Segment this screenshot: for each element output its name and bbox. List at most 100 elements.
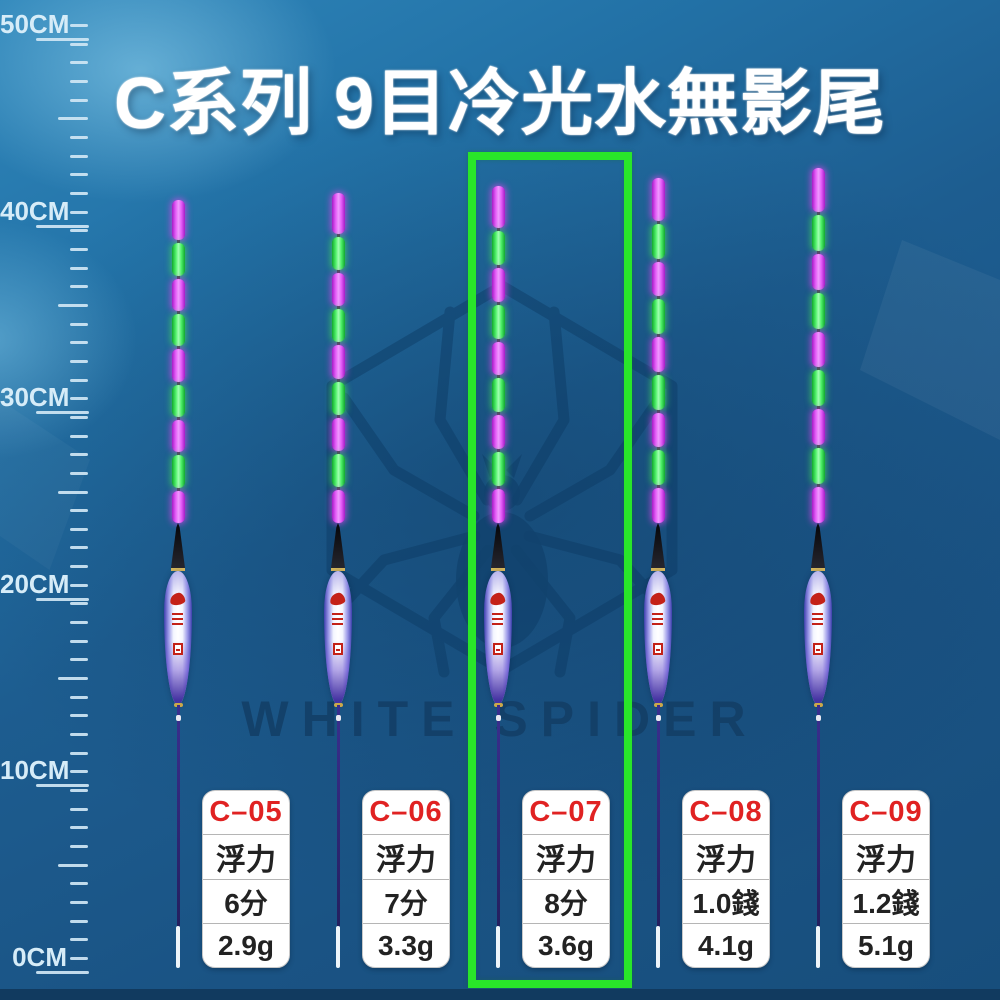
model-badge: C–06 [369,796,443,828]
ruler-tick [70,658,88,662]
buoyancy-value: 8分 [523,879,609,923]
stem-white-tip [496,926,500,968]
ruler-tick [70,135,88,139]
tail-segment-green [491,304,505,339]
tail-segment-green [491,452,505,487]
spec-card-C–07: C–07 浮力 8分 3.6g [522,790,610,968]
body-logo-seal [493,643,503,655]
tail-segment-green [171,314,185,347]
collar-gold-band [811,568,825,571]
tail-segment-magenta [171,278,185,311]
highlight-box [468,152,632,988]
tail-segment-green [331,309,345,343]
tail-segment-green [651,299,665,335]
stem-white-band [495,715,501,721]
buoyancy-label: 浮力 [363,834,449,879]
ruler-tick [70,42,88,46]
model-badge: C–09 [849,796,923,828]
ruler-tick [70,24,88,27]
ruler-tick [70,565,88,569]
tail-segment-green [491,230,505,265]
ruler-label: 50CM [0,9,70,39]
tail-segment-green [331,453,345,487]
body-logo-seal [813,643,823,655]
tail-segment-magenta [491,186,505,228]
tail-segment-green [651,374,665,410]
tail-segment-green [331,381,345,415]
tail-segment-magenta [811,253,825,290]
ruler-label: 10CM [0,755,70,786]
tail-segment-magenta [811,487,825,523]
float-body [164,571,192,705]
float-stem [336,705,340,926]
body-logo-seal [173,643,183,655]
buoyancy-value: 7分 [363,879,449,923]
tail-segment-magenta [331,273,345,307]
ruler-tick [70,695,88,699]
stem-white-band [815,715,821,721]
body-logo-script [172,613,183,628]
model-badge: C–07 [529,796,603,828]
buoyancy-label: 浮力 [843,834,929,879]
tail-segment-green [651,450,665,486]
ruler-tick [70,434,88,438]
weight-value: 5.1g [843,923,929,967]
collar-gold-band [651,568,665,571]
tail-segment-magenta [171,349,185,382]
stem-white-band [655,715,661,721]
weight-value: 2.9g [203,923,289,967]
tail-segment-green [811,370,825,407]
ruler-tick [58,303,88,307]
tail-segment-magenta [491,415,505,450]
float-body [644,571,672,705]
ruler-tick [70,770,88,774]
collar-gold-band [171,568,185,571]
tail-segment-magenta [171,420,185,453]
ruler-tick [70,733,88,737]
spec-card-C–05: C–05 浮力 6分 2.9g [202,790,290,968]
body-logo-script [492,613,503,628]
buoyancy-value: 1.0錢 [683,879,769,923]
tail-segment-green [171,384,185,417]
tail-segment-magenta [331,417,345,451]
tail-segment-magenta [491,267,505,302]
ruler-tick [58,677,88,681]
ruler-tick [70,229,88,233]
buoyancy-label: 浮力 [523,834,609,879]
ruler-tick [70,471,88,475]
ruler-major-line [36,597,89,601]
ruler-major-line [36,38,89,41]
ruler-tick [70,583,88,587]
tail-segment-magenta [811,331,825,368]
ruler-label: 0CM [12,942,67,972]
ruler-tick [70,61,88,65]
ruler-tick [70,285,88,289]
tail-segment-magenta [651,412,665,448]
body-logo-script [812,613,823,628]
stem-white-band [335,715,341,721]
ruler-label: 30CM [0,382,70,413]
ruler-tick [70,247,88,251]
ruler-tick [70,919,88,923]
ruler-tick [70,826,88,830]
ruler-tick [70,378,88,382]
page-title: C系列 9目冷光水無影尾 [113,64,887,144]
body-logo-script [652,613,663,628]
spec-card-C–08: C–08 浮力 1.0錢 4.1g [682,790,770,968]
ruler-tick [70,191,88,195]
tail-segment-green [171,455,185,488]
ruler-tick [70,397,88,401]
tail-segment-magenta [331,489,345,523]
tail-segment-green [331,237,345,271]
body-logo-script [332,613,343,628]
tail-segment-green [491,378,505,413]
float-body [484,571,512,705]
tail-segment-magenta [491,489,505,523]
ruler-tick [70,154,88,158]
ruler-tick [70,453,88,457]
buoyancy-label: 浮力 [203,834,289,879]
spec-card-C–06: C–06 浮力 7分 3.3g [362,790,450,968]
ruler: 50CM 40CM 30CM 20CM 10CM 0CM [0,0,110,1000]
ruler-label: 40CM [0,195,70,226]
